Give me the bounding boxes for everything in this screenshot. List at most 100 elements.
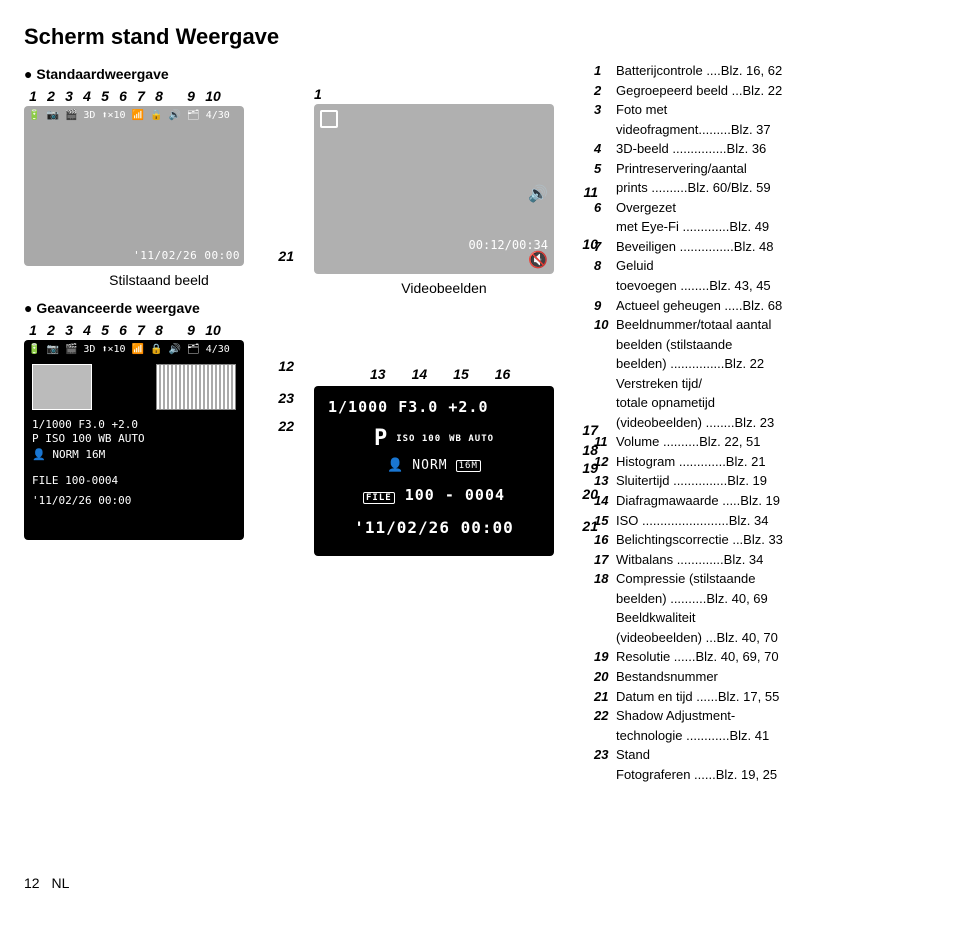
reference-text: Resolutie ......Blz. 40, 69, 70: [616, 649, 779, 664]
lcd-adv-iso-line: P ISO 100 WB AUTO: [32, 432, 145, 446]
callout-1-mid: 1: [314, 86, 574, 102]
main-columns: Standaardweergave 1 2 3 4 5 6 7 8 9 10 🔋…: [24, 62, 936, 785]
reference-item: 20Bestandsnummer: [594, 668, 936, 686]
reference-item: 21Datum en tijd ......Blz. 17, 55: [594, 688, 936, 706]
reference-number: 6: [594, 199, 616, 217]
callout-17: 17: [582, 422, 598, 438]
footer-page: 12 NL: [24, 875, 936, 891]
reference-text: Fotograferen ......Blz. 19, 25: [616, 767, 777, 782]
reference-text: totale opnametijd: [616, 395, 715, 410]
page-lang: NL: [51, 875, 69, 891]
reference-text: Gegroepeerd beeld ...Blz. 22: [616, 83, 782, 98]
lcd-video: 🔊 00:12/00:34 🔇: [314, 104, 554, 274]
lcd-detail-figure: 1/1000 F3.0 +2.0 P ISO 100 WB AUTO 👤 NOR…: [314, 386, 574, 556]
reference-number: 3: [594, 101, 616, 119]
reference-list: 1Batterijcontrole ....Blz. 16, 62 2Gegroe…: [594, 62, 936, 783]
reference-item: Verstreken tijd/: [594, 375, 936, 393]
reference-text: beelden (stilstaande: [616, 337, 732, 352]
mute-icon: 🔇: [528, 250, 548, 270]
lcd-adv-date-line: '11/02/26 00:00: [32, 494, 131, 508]
bullet-standaard: Standaardweergave: [24, 66, 294, 82]
page-title: Scherm stand Weergave: [24, 24, 936, 50]
speaker-icon: 🔊: [528, 184, 548, 204]
reference-number: 5: [594, 160, 616, 178]
reference-item: Beeldkwaliteit: [594, 609, 936, 627]
detail-l5: '11/02/26 00:00: [328, 518, 540, 537]
callout-22: 22: [278, 418, 294, 434]
reference-text: Overgezet: [616, 200, 676, 215]
reference-text: Histogram .............Blz. 21: [616, 454, 766, 469]
callout-18: 18: [582, 442, 598, 458]
reference-text: Beeldnummer/totaal aantal: [616, 317, 771, 332]
reference-text: Stand: [616, 747, 650, 762]
callouts-row-2: 1 2 3 4 5 6 7 8 9 10: [24, 322, 294, 338]
reference-item: 1Batterijcontrole ....Blz. 16, 62: [594, 62, 936, 80]
reference-number: 23: [594, 746, 616, 764]
playback-icon: [320, 110, 338, 128]
reference-text: Foto met: [616, 102, 667, 117]
reference-number: 17: [594, 551, 616, 569]
lcd-adv-histogram: [156, 364, 236, 410]
reference-text: (videobeelden) ........Blz. 23: [616, 415, 774, 430]
reference-text: Beeldkwaliteit: [616, 610, 696, 625]
lcd-adv-figure: 🔋 📷 🎬 3D ⬆×10 📶 🔒 🔊 🗂 4/30 1/1000 F3.0 +…: [24, 340, 264, 540]
middle-column: 1 🔊 00:12/00:34 🔇 11 10 Videobeelden 13 …: [314, 62, 574, 785]
reference-item: 19Resolutie ......Blz. 40, 69, 70: [594, 648, 936, 666]
reference-item: 5Printreservering/aantal: [594, 160, 936, 178]
lcd-still: 🔋 📷 🎬 3D ⬆×10 📶 🔒 🔊 🗂 4/30 '11/02/26 00:…: [24, 106, 244, 266]
callout-12: 12: [278, 358, 294, 374]
callouts-row-1: 1 2 3 4 5 6 7 8 9 10: [24, 88, 294, 104]
left-column: Standaardweergave 1 2 3 4 5 6 7 8 9 10 🔋…: [24, 62, 294, 785]
reference-item: videofragment.........Blz. 37: [594, 121, 936, 139]
reference-item: 23Stand: [594, 746, 936, 764]
reference-text: Shadow Adjustment-: [616, 708, 735, 723]
lcd-adv-file-line: FILE 100-0004: [32, 474, 118, 488]
lcd-still-top-icons: 🔋 📷 🎬 3D ⬆×10 📶 🔒 🔊 🗂 4/30: [28, 110, 240, 121]
reference-text: Diafragmawaarde .....Blz. 19: [616, 493, 780, 508]
reference-text: met Eye-Fi .............Blz. 49: [616, 219, 769, 234]
detail-l2: P ISO 100 WB AUTO: [328, 426, 540, 451]
reference-item: 8Geluid: [594, 257, 936, 275]
reference-item: (videobeelden) ........Blz. 23: [594, 414, 936, 432]
detail-l1: 1/1000 F3.0 +2.0: [328, 398, 540, 416]
reference-item: 2Gegroepeerd beeld ...Blz. 22: [594, 82, 936, 100]
reference-item: 6Overgezet: [594, 199, 936, 217]
reference-item: 13Sluitertijd ...............Blz. 19: [594, 472, 936, 490]
lcd-detail: 1/1000 F3.0 +2.0 P ISO 100 WB AUTO 👤 NOR…: [314, 386, 554, 556]
reference-item: 7Beveiligen ...............Blz. 48: [594, 238, 936, 256]
lcd-adv-norm-line: 👤 NORM 16M: [32, 448, 105, 462]
callout-21b: 21: [582, 518, 598, 534]
callout-21: 21: [278, 248, 294, 264]
reference-text: beelden) ..........Blz. 40, 69: [616, 591, 768, 606]
reference-text: Batterijcontrole ....Blz. 16, 62: [616, 63, 782, 78]
reference-item: prints ..........Blz. 60/Blz. 59: [594, 179, 936, 197]
reference-text: Datum en tijd ......Blz. 17, 55: [616, 689, 779, 704]
reference-number: 21: [594, 688, 616, 706]
page-number: 12: [24, 875, 40, 891]
right-column: 1Batterijcontrole ....Blz. 16, 62 2Gegroe…: [594, 62, 936, 785]
reference-item: (videobeelden) ...Blz. 40, 70: [594, 629, 936, 647]
lcd-still-datetime: '11/02/26 00:00: [133, 249, 240, 262]
reference-item: 9Actueel geheugen .....Blz. 68: [594, 297, 936, 315]
lcd-video-figure: 🔊 00:12/00:34 🔇 11 10: [314, 104, 574, 274]
reference-text: beelden) ...............Blz. 22: [616, 356, 764, 371]
callouts-13-16: 13 14 15 16: [370, 366, 574, 382]
reference-text: Beveiligen ...............Blz. 48: [616, 239, 774, 254]
reference-number: 10: [594, 316, 616, 334]
reference-text: ISO ........................Blz. 34: [616, 513, 768, 528]
caption-still: Stilstaand beeld: [24, 272, 294, 288]
reference-item: 3Foto met: [594, 101, 936, 119]
callout-19: 19: [582, 460, 598, 476]
reference-text: Belichtingscorrectie ...Blz. 33: [616, 532, 783, 547]
reference-item: 15ISO ........................Blz. 34: [594, 512, 936, 530]
lcd-adv-top-icons: 🔋 📷 🎬 3D ⬆×10 📶 🔒 🔊 🗂 4/30: [28, 344, 240, 355]
reference-item: 10Beeldnummer/totaal aantal: [594, 316, 936, 334]
reference-item: 14Diafragmawaarde .....Blz. 19: [594, 492, 936, 510]
reference-text: toevoegen ........Blz. 43, 45: [616, 278, 771, 293]
reference-text: Witbalans .............Blz. 34: [616, 552, 763, 567]
reference-number: 18: [594, 570, 616, 588]
reference-item: met Eye-Fi .............Blz. 49: [594, 218, 936, 236]
reference-text: Sluitertijd ...............Blz. 19: [616, 473, 767, 488]
callout-10: 10: [582, 236, 598, 252]
reference-item: beelden) ...............Blz. 22: [594, 355, 936, 373]
